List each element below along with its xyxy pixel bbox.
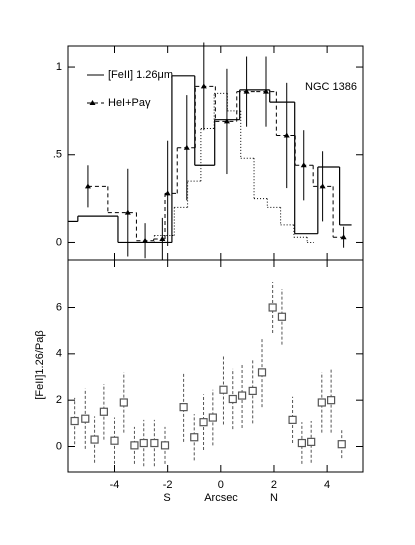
marker <box>208 413 217 422</box>
marker <box>307 437 316 446</box>
marker <box>237 391 247 400</box>
x-tick-label: -4 <box>110 479 120 491</box>
legend-label: [FeII] 1.26μm <box>108 69 173 81</box>
x-axis-label-right: N <box>270 492 278 504</box>
y-tick-label: 0 <box>56 236 62 248</box>
marker <box>190 433 199 442</box>
marker <box>223 118 230 124</box>
marker <box>159 235 166 241</box>
marker <box>319 183 326 189</box>
marker <box>327 396 336 405</box>
marker <box>337 440 346 449</box>
legend-marker <box>89 100 96 105</box>
marker <box>84 183 91 189</box>
x-tick-label: 2 <box>271 479 277 491</box>
y-tick-label: 0 <box>56 440 62 452</box>
marker <box>288 415 297 424</box>
x-axis-label-left: S <box>163 492 170 504</box>
y-tick-label: 4 <box>56 348 62 360</box>
marker <box>142 237 149 243</box>
marker <box>262 88 269 94</box>
annotation: NGC 1386 <box>305 81 357 93</box>
marker <box>150 438 159 448</box>
x-axis-label: Arcsec <box>204 492 238 504</box>
x-tick-label: -2 <box>163 479 173 491</box>
marker <box>124 209 131 215</box>
marker <box>179 403 188 412</box>
y-tick-label: 6 <box>56 301 62 313</box>
marker <box>283 132 290 138</box>
marker <box>130 441 139 450</box>
marker <box>110 436 119 445</box>
marker <box>164 190 171 196</box>
marker <box>139 438 148 448</box>
marker <box>300 162 307 168</box>
y-tick-label: .5 <box>53 149 62 161</box>
marker <box>199 418 208 427</box>
x-tick-label: 0 <box>218 479 224 491</box>
y-axis-label: [FeII]1.26/Paβ <box>34 330 46 399</box>
marker <box>228 394 237 404</box>
marker <box>340 234 347 240</box>
legend-label: HeI+Paγ <box>108 97 151 109</box>
marker <box>81 414 90 423</box>
marker <box>317 398 326 407</box>
marker <box>99 407 108 416</box>
marker <box>243 88 250 94</box>
marker <box>297 438 306 448</box>
marker <box>248 386 257 396</box>
marker <box>268 303 277 312</box>
x-tick-label: 4 <box>324 479 330 491</box>
marker <box>119 398 128 407</box>
marker <box>183 144 190 150</box>
marker <box>257 368 267 377</box>
y-tick-label: 1 <box>56 61 62 73</box>
marker <box>277 312 287 321</box>
y-tick-label: 2 <box>56 394 62 406</box>
marker <box>90 435 99 444</box>
marker <box>200 83 207 89</box>
bottom-frame <box>67 259 364 473</box>
marker <box>219 385 228 394</box>
marker <box>160 441 170 450</box>
marker <box>70 416 79 426</box>
